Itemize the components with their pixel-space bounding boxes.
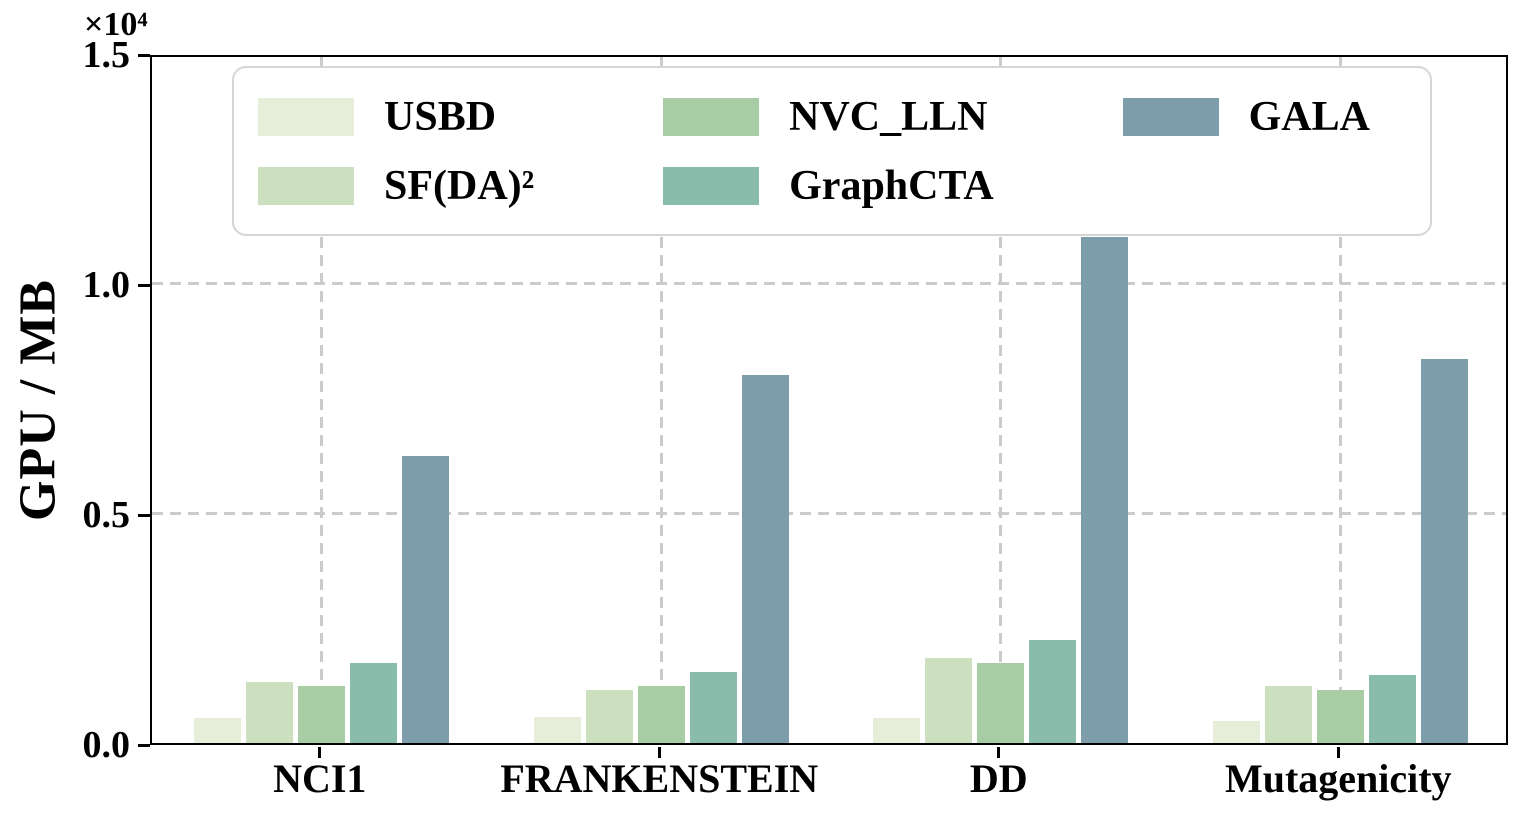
legend-swatch-nvc-lln (663, 97, 760, 136)
v-gridline (659, 57, 663, 743)
bar-usbd-mutagenicity (1212, 720, 1260, 743)
legend: USBD SF(DA)² NVC_LLN GraphCTA GALA (232, 66, 1432, 236)
bar-usbd-dd (873, 718, 921, 743)
gridlines (152, 57, 1506, 743)
h-gridline (152, 281, 1506, 285)
v-gridline (999, 57, 1003, 743)
bar-graphcta-dd (1029, 639, 1077, 743)
bar-graphcta-frankenstein (689, 671, 737, 743)
legend-item-sf-da-: SF(DA)² (258, 162, 534, 210)
x-tick-mark (997, 747, 1001, 758)
y-tick-label: 0.5 (82, 494, 131, 536)
bar-gala-frankenstein (741, 375, 789, 743)
x-tick-mark (318, 747, 322, 758)
bar-nvc-lln-frankenstein (637, 685, 685, 743)
bar-nvc-lln-mutagenicity (1316, 690, 1364, 743)
h-gridline (152, 511, 1506, 515)
legend-item-gala: GALA (1122, 93, 1370, 141)
v-gridline (1338, 57, 1342, 743)
bar-nvc-lln-nci1 (298, 685, 346, 743)
bar-gala-dd (1081, 237, 1129, 743)
bar-graphcta-nci1 (350, 662, 398, 743)
legend-swatch-sf-da- (258, 166, 354, 205)
bar-sf-da--dd (925, 657, 973, 743)
y-axis-label: GPU / MB (9, 279, 67, 521)
y-tick-label: 1.5 (82, 34, 131, 76)
v-gridline (320, 57, 324, 743)
bar-nvc-lln-dd (977, 662, 1025, 743)
y-tick-label: 0.0 (82, 724, 131, 766)
y-tick-mark (138, 53, 150, 57)
y-tick-mark (138, 513, 150, 517)
legend-swatch-usbd (258, 97, 354, 136)
bar-sf-da--mutagenicity (1264, 685, 1312, 743)
bars-container (152, 57, 1506, 743)
y-tick-mark (138, 283, 150, 287)
legend-swatch-gala (1122, 97, 1219, 136)
legend-label: SF(DA)² (384, 162, 535, 209)
bar-usbd-nci1 (194, 717, 242, 743)
y-tick-label: 1.0 (82, 264, 131, 306)
x-tick-label-mutagenicity: Mutagenicity (1224, 756, 1452, 801)
legend-label: NVC_LLN (789, 93, 988, 140)
bar-graphcta-mutagenicity (1368, 674, 1416, 743)
bar-sf-da--nci1 (246, 681, 294, 743)
x-tick-label-nci1: NCI1 (273, 756, 367, 801)
x-tick-label-dd: DD (969, 756, 1028, 801)
bar-sf-da--frankenstein (585, 690, 633, 743)
y-axis-offset-text: ×10⁴ (84, 6, 148, 43)
legend-label: USBD (384, 93, 497, 140)
bar-gala-nci1 (402, 455, 450, 743)
x-tick-mark (1336, 747, 1340, 758)
legend-item-usbd: USBD (258, 93, 534, 141)
legend-label: GraphCTA (789, 162, 994, 209)
legend-label: GALA (1248, 93, 1370, 140)
bar-gala-mutagenicity (1420, 358, 1468, 743)
legend-item-graphcta: GraphCTA (663, 162, 994, 210)
bar-usbd-frankenstein (533, 716, 581, 743)
x-tick-mark (657, 747, 661, 758)
x-tick-label-frankenstein: FRANKENSTEIN (500, 756, 819, 801)
legend-item-nvc-lln: NVC_LLN (663, 93, 994, 141)
y-tick-mark (138, 743, 150, 747)
legend-swatch-graphcta (663, 166, 760, 205)
